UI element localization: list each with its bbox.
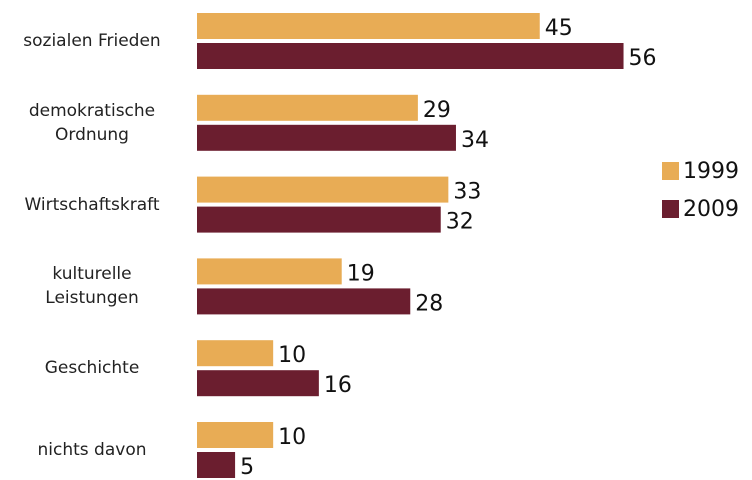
category-label: kulturelle Leistungen xyxy=(45,264,139,309)
bar xyxy=(197,124,456,151)
value-label: 33 xyxy=(453,180,481,205)
value-label: 45 xyxy=(545,16,573,41)
bar xyxy=(197,43,624,69)
legend-label: 2009 xyxy=(683,197,739,222)
category-label: demokratische Ordnung xyxy=(28,100,156,145)
value-label: 32 xyxy=(446,210,474,235)
value-label: 29 xyxy=(423,98,451,123)
bar xyxy=(197,288,411,315)
bar xyxy=(197,176,449,203)
value-label: 56 xyxy=(629,46,657,71)
value-label: 19 xyxy=(347,261,375,286)
legend-label: 1999 xyxy=(683,159,739,184)
value-label: 5 xyxy=(240,455,254,480)
bar xyxy=(197,340,274,367)
bar xyxy=(197,370,319,397)
bar xyxy=(197,94,418,121)
value-label: 16 xyxy=(324,373,352,398)
bar xyxy=(197,452,236,478)
value-label: 34 xyxy=(461,128,489,153)
value-label: 28 xyxy=(415,291,443,316)
bar xyxy=(197,258,342,285)
bar xyxy=(197,422,274,448)
category-label: sozialen Frieden xyxy=(23,31,161,51)
category-label: Geschichte xyxy=(44,358,140,379)
category-label: nichts davon xyxy=(37,440,147,460)
value-label: 10 xyxy=(278,425,306,450)
bar xyxy=(197,206,441,233)
value-label: 10 xyxy=(278,343,306,368)
legend-swatch xyxy=(662,162,679,180)
legend-swatch xyxy=(662,200,679,218)
category-label: Wirtschaftskraft xyxy=(24,194,160,215)
bar xyxy=(197,13,540,39)
